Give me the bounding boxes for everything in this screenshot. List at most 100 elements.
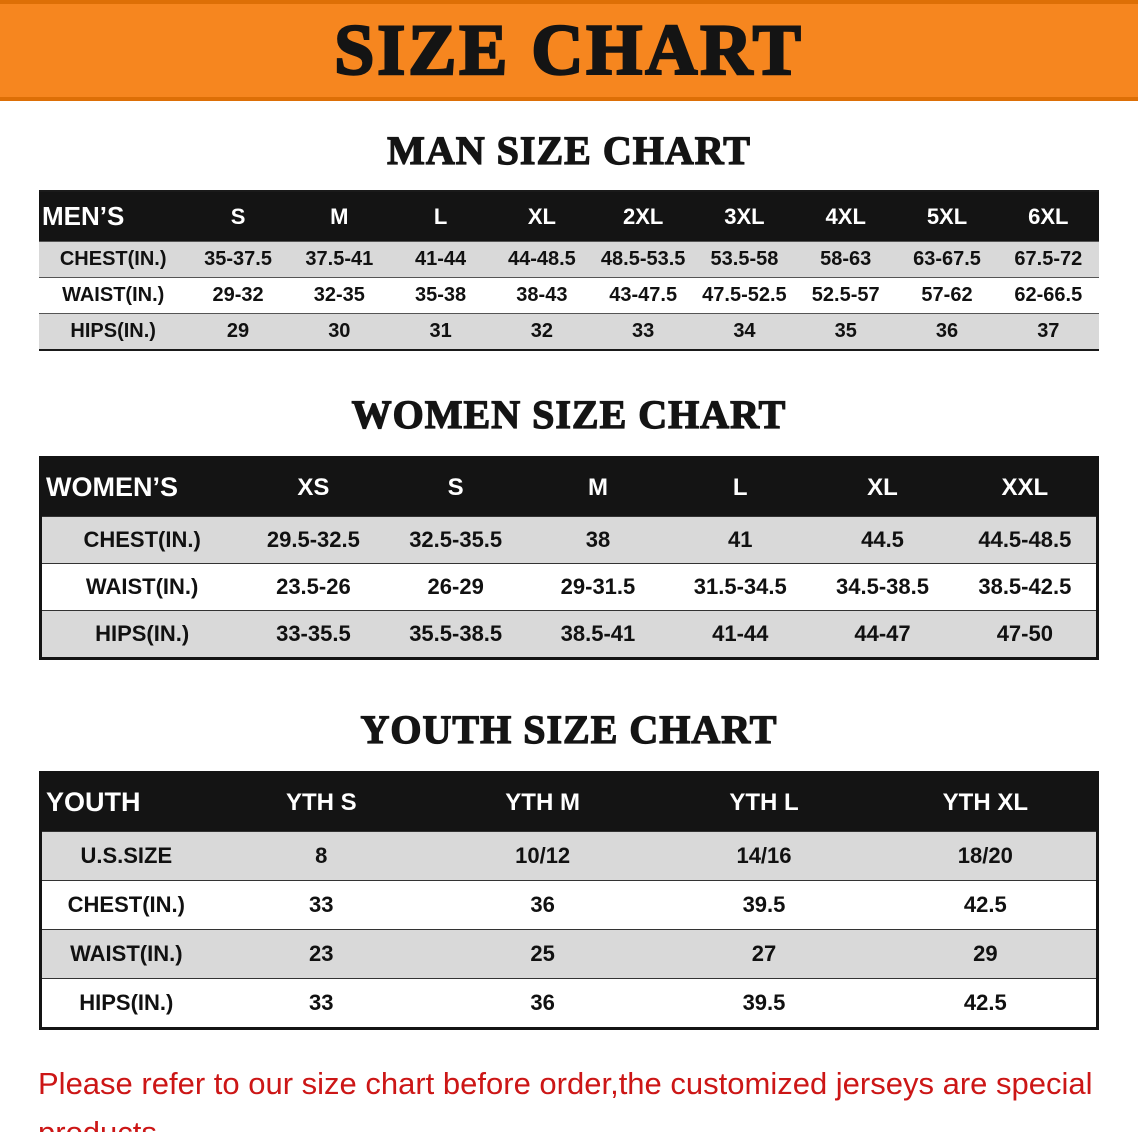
size-value-cell: 35 <box>834 320 857 342</box>
size-value-cell: 53.5-58 <box>710 248 779 270</box>
size-column-header: M <box>288 191 390 242</box>
size-column-header: 4XL <box>795 191 897 242</box>
size-value-cell: 32.5-35.5 <box>409 527 503 552</box>
men-section-title: MAN SIZE CHART <box>386 127 751 173</box>
size-value-cell: 38.5-42.5 <box>978 574 1072 599</box>
size-table: WOMEN’S XS S M L XL XXL CHEST(IN.) 29.5-32.5 32.5… <box>42 459 1096 657</box>
youth-section-title: YOUTH SIZE CHART <box>360 706 778 752</box>
men-size-section: MAN SIZE CHART MEN’S S M L XL 2XL 3XL 4XL 5XL 6XL… <box>0 127 1138 351</box>
row-label: CHEST(IN.) <box>67 892 185 917</box>
size-value-cell: 23 <box>309 941 334 966</box>
men-size-table: MEN’S S M L XL 2XL 3XL 4XL 5XL 6XL CHEST(IN.) 35-37… <box>39 190 1099 351</box>
size-value-cell: 29-32 <box>212 284 264 306</box>
table-row: CHEST(IN.) 35-37.5 37.5-41 41-44 44-48.5 48.5… <box>39 241 1099 278</box>
order-policy-note: Please refer to our size chart before or… <box>38 1060 1138 1132</box>
size-column-header: XL <box>811 459 954 517</box>
size-value-cell: 14/16 <box>736 843 792 868</box>
size-value-cell: 44-47 <box>854 621 911 646</box>
page-title: SIZE CHART <box>333 9 804 92</box>
size-column-header: XXL <box>953 459 1096 517</box>
size-value-cell: 25 <box>530 941 555 966</box>
row-label: WAIST(IN.) <box>85 574 199 599</box>
size-value-cell: 44.5-48.5 <box>978 527 1072 552</box>
size-value-cell: 41 <box>727 527 753 552</box>
size-table: MEN’S S M L XL 2XL 3XL 4XL 5XL 6XL CHEST(IN.) 35-37… <box>39 190 1099 351</box>
row-label: WAIST(IN.) <box>62 284 165 306</box>
size-value-cell: 31 <box>429 320 452 342</box>
size-column-header: XL <box>491 191 593 242</box>
size-value-cell: 34 <box>733 320 756 342</box>
size-value-cell: 44.5 <box>861 527 904 552</box>
size-column-header: L <box>669 459 812 517</box>
table-corner-label: MEN’S <box>39 191 188 242</box>
size-value-cell: 44-48.5 <box>507 248 576 270</box>
size-value-cell: 8 <box>315 843 328 868</box>
order-policy-line-1: Please refer to our size chart before or… <box>38 1066 1093 1132</box>
youth-size-section: YOUTH SIZE CHART YOUTH YTH S YTH M YTH L YTH… <box>0 706 1138 1030</box>
table-row: HIPS(IN.) 33 36 39.5 42.5 <box>42 978 1096 1027</box>
size-value-cell: 42.5 <box>963 990 1007 1015</box>
table-row: WAIST(IN.) 23 25 27 29 <box>42 929 1096 979</box>
table-row: WAIST(IN.) 29-32 32-35 35-38 38-43 43-47.5 47.… <box>39 277 1099 314</box>
size-value-cell: 32 <box>530 320 553 342</box>
size-value-cell: 33 <box>632 320 655 342</box>
table-row: HIPS(IN.) 29 30 31 32 33 34 35 36 37 <box>39 313 1099 350</box>
size-value-cell: 63-67.5 <box>913 248 981 270</box>
size-value-cell: 32-35 <box>313 284 365 306</box>
size-value-cell: 31.5-34.5 <box>693 574 787 599</box>
size-value-cell: 18/20 <box>957 843 1013 868</box>
table-header-row: YOUTH YTH S YTH M YTH L YTH XL <box>42 774 1096 832</box>
size-value-cell: 37.5-41 <box>305 248 374 270</box>
size-value-cell: 36 <box>530 990 555 1015</box>
size-column-header: YTH M <box>431 774 654 832</box>
size-value-cell: 39.5 <box>742 892 786 917</box>
table-row: CHEST(IN.) 29.5-32.5 32.5-35.5 38 41 44.5 44.5… <box>42 516 1096 564</box>
table-row: HIPS(IN.) 33-35.5 35.5-38.5 38.5-41 41-44 44-… <box>42 610 1096 657</box>
size-value-cell: 23.5-26 <box>276 574 351 599</box>
size-value-cell: 26-29 <box>427 574 484 599</box>
size-column-header: 3XL <box>693 191 796 242</box>
size-value-cell: 43-47.5 <box>609 284 678 306</box>
size-column-header: 6XL <box>997 191 1099 242</box>
size-value-cell: 29.5-32.5 <box>266 527 360 552</box>
size-value-cell: 35-37.5 <box>204 248 272 270</box>
size-value-cell: 47-50 <box>996 621 1053 646</box>
size-column-header: L <box>389 191 492 242</box>
table-row: CHEST(IN.) 33 36 39.5 42.5 <box>42 880 1096 930</box>
size-column-header: S <box>187 191 289 242</box>
size-value-cell: 10/12 <box>515 843 571 868</box>
size-value-cell: 47.5-52.5 <box>702 284 787 306</box>
size-value-cell: 41-44 <box>415 248 467 270</box>
size-value-cell: 29 <box>226 320 250 342</box>
table-row: U.S.SIZE 8 10/12 14/16 18/20 <box>42 831 1096 881</box>
size-value-cell: 38.5-41 <box>560 621 636 646</box>
size-column-header: YTH XL <box>874 774 1096 832</box>
size-value-cell: 39.5 <box>742 990 786 1015</box>
size-column-header: 2XL <box>592 191 694 242</box>
size-value-cell: 58-63 <box>820 248 872 270</box>
size-value-cell: 34.5-38.5 <box>836 574 929 599</box>
table-header-row: WOMEN’S XS S M L XL XXL <box>42 459 1096 517</box>
size-column-header: 5XL <box>896 191 998 242</box>
row-label: HIPS(IN.) <box>70 320 156 342</box>
size-value-cell: 52.5-57 <box>811 284 880 306</box>
table-corner-label: YOUTH <box>42 774 211 832</box>
row-label: WAIST(IN.) <box>70 941 183 966</box>
banner: SIZE CHART <box>0 0 1138 101</box>
table-corner-label: WOMEN’S <box>42 459 243 517</box>
youth-size-table: YOUTH YTH S YTH M YTH L YTH XL U.S.SIZE 8 10/12… <box>39 771 1099 1030</box>
size-value-cell: 67.5-72 <box>1014 248 1083 270</box>
size-value-cell: 38-43 <box>516 284 568 306</box>
size-column-header: XS <box>242 459 385 517</box>
size-value-cell: 48.5-53.5 <box>600 248 686 270</box>
size-value-cell: 41-44 <box>712 621 769 646</box>
size-value-cell: 35-38 <box>415 284 467 306</box>
row-label: CHEST(IN.) <box>83 527 201 552</box>
size-value-cell: 27 <box>751 941 777 966</box>
women-size-table: WOMEN’S XS S M L XL XXL CHEST(IN.) 29.5-32.5 32.5… <box>39 456 1099 660</box>
size-value-cell: 62-66.5 <box>1014 284 1083 306</box>
size-value-cell: 29-31.5 <box>560 574 636 599</box>
women-size-section: WOMEN SIZE CHART WOMEN’S XS S M L XL XXL CHEST(… <box>0 391 1138 660</box>
row-label: U.S.SIZE <box>80 843 173 868</box>
size-table: YOUTH YTH S YTH M YTH L YTH XL U.S.SIZE 8 10/12… <box>42 774 1096 1027</box>
